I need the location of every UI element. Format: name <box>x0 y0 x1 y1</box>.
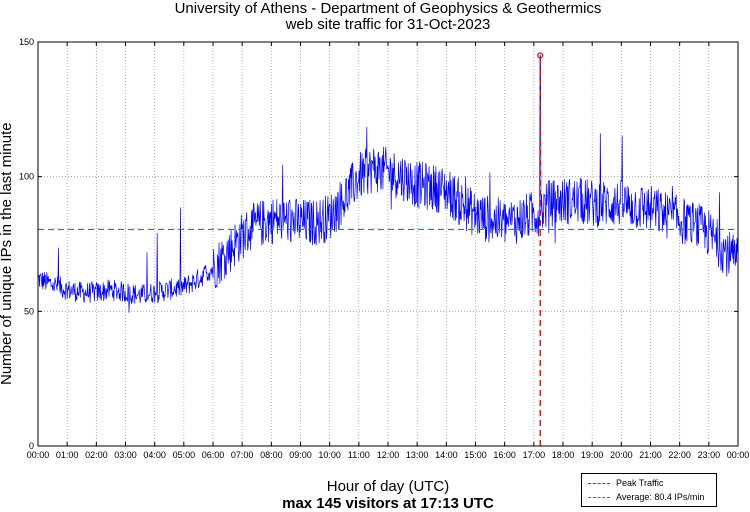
x-tick-label: 04:00 <box>143 450 166 460</box>
x-tick-label: 03:00 <box>114 450 137 460</box>
legend-label-average: Average: 80.4 IPs/min <box>616 492 705 502</box>
x-tick-label: 23:00 <box>698 450 721 460</box>
legend-swatch-peak <box>588 482 610 484</box>
x-axis-label: Hour of day (UTC) <box>326 478 450 495</box>
y-tick-label: 150 <box>19 37 34 47</box>
x-tick-label: 06:00 <box>202 450 225 460</box>
legend-swatch-average <box>588 496 610 498</box>
y-axis-label: Number of unique IPs in the last minute <box>0 122 15 385</box>
x-tick-label: 13:00 <box>406 450 429 460</box>
x-tick-label: 12:00 <box>377 450 400 460</box>
peak-marker <box>537 52 544 59</box>
x-tick-label: 01:00 <box>56 450 79 460</box>
legend-label-peak: Peak Traffic <box>616 478 664 488</box>
x-tick-label: 07:00 <box>231 450 254 460</box>
x-tick-label: 08:00 <box>260 450 283 460</box>
x-tick-label: 10:00 <box>318 450 341 460</box>
x-tick-label: 02:00 <box>85 450 108 460</box>
x-tick-label: 16:00 <box>493 450 516 460</box>
y-tick-label: 50 <box>24 306 34 316</box>
y-tick-label: 0 <box>29 441 34 451</box>
traffic-line <box>37 55 739 313</box>
x-tick-label: 14:00 <box>435 450 458 460</box>
chart-title: University of Athens - Department of Geo… <box>174 0 602 17</box>
legend-entry-average: Average: 80.4 IPs/min <box>588 491 704 503</box>
legend: Peak Traffic Average: 80.4 IPs/min <box>581 473 717 507</box>
plot-frame <box>37 41 739 447</box>
x-tick-label: 19:00 <box>581 450 604 460</box>
peak-summary: max 145 visitors at 17:13 UTC <box>282 495 494 512</box>
x-tick-label: 18:00 <box>552 450 575 460</box>
chart-subtitle: web site traffic for 31-Oct-2023 <box>285 16 491 33</box>
x-tick-label: 05:00 <box>173 450 196 460</box>
x-tick-label: 21:00 <box>639 450 662 460</box>
x-tick-label: 00:00 <box>27 450 50 460</box>
x-tick-label: 15:00 <box>464 450 487 460</box>
legend-entry-peak: Peak Traffic <box>588 477 663 489</box>
x-tick-label: 17:00 <box>523 450 546 460</box>
x-tick-label: 22:00 <box>668 450 691 460</box>
x-tick-label: 00:00 <box>727 450 750 460</box>
x-tick-label: 09:00 <box>289 450 312 460</box>
x-tick-label: 20:00 <box>610 450 633 460</box>
x-tick-label: 11:00 <box>348 450 370 460</box>
y-tick-label: 100 <box>19 172 34 182</box>
